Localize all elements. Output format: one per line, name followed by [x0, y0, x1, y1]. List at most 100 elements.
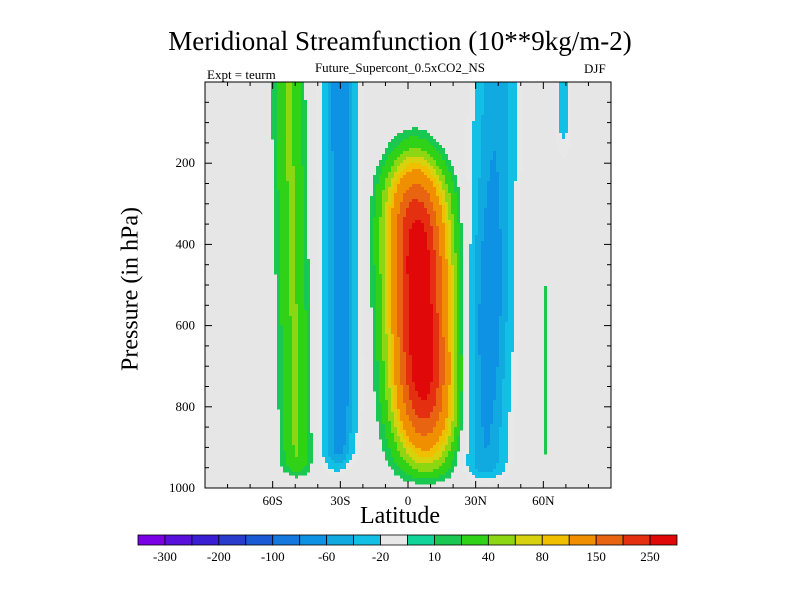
contour-fill: [358, 187, 361, 191]
contour-fill: [502, 382, 511, 386]
contour-fill: [382, 196, 388, 200]
contour-fill: [292, 133, 301, 137]
contour-fill: [334, 244, 349, 248]
contour-fill: [517, 112, 523, 116]
contour-fill: [517, 103, 523, 107]
contour-fill: [295, 241, 304, 245]
contour-fill: [307, 463, 310, 467]
contour-fill: [307, 412, 310, 416]
contour-fill: [460, 229, 463, 233]
contour-fill: [454, 292, 457, 296]
contour-fill: [478, 196, 487, 200]
contour-fill: [559, 130, 568, 134]
contour-fill: [343, 460, 349, 464]
contour-fill: [559, 85, 568, 89]
contour-fill: [442, 400, 448, 404]
contour-fill: [514, 193, 520, 197]
contour-fill: [376, 304, 382, 308]
contour-fill: [388, 217, 391, 221]
contour-fill: [406, 451, 415, 455]
contour-fill: [289, 247, 295, 251]
contour-fill: [373, 319, 376, 323]
contour-fill: [274, 217, 280, 221]
contour-fill: [451, 430, 454, 434]
contour-fill: [307, 358, 310, 362]
contour-fill: [451, 460, 457, 464]
contour-fill: [469, 412, 475, 416]
contour-fill: [319, 442, 322, 446]
contour-fill: [352, 298, 358, 302]
contour-fill: [469, 268, 475, 272]
contour-fill: [307, 451, 313, 455]
contour-fill: [508, 220, 514, 224]
contour-fill: [277, 286, 280, 290]
contour-fill: [304, 250, 307, 254]
contour-fill: [505, 340, 514, 344]
contour-fill: [418, 136, 433, 140]
contour-fill: [484, 109, 508, 113]
contour-fill: [277, 139, 286, 143]
contour-fill: [328, 451, 334, 455]
contour-fill: [430, 214, 436, 218]
contour-fill: [445, 163, 451, 167]
contour-fill: [334, 373, 349, 377]
contour-fill: [400, 337, 403, 341]
contour-fill: [349, 361, 352, 365]
contour-fill: [397, 397, 403, 401]
contour-fill: [385, 151, 391, 155]
contour-fill: [394, 418, 397, 422]
contour-fill: [502, 397, 511, 401]
contour-fill: [355, 439, 361, 443]
contour-fill: [469, 382, 475, 386]
contour-fill: [472, 166, 481, 170]
contour-fill: [358, 151, 364, 155]
contour-fill: [499, 175, 508, 179]
contour-fill: [469, 313, 475, 317]
contour-fill: [349, 403, 352, 407]
contour-fill: [328, 142, 331, 146]
contour-fill: [274, 205, 280, 209]
contour-fill: [397, 442, 403, 446]
contour-fill: [403, 316, 409, 320]
contour-fill: [328, 238, 334, 242]
contour-fill: [277, 184, 289, 188]
contour-fill: [373, 337, 376, 341]
contour-fill: [388, 214, 391, 218]
contour-fill: [508, 262, 514, 266]
contour-fill: [349, 394, 352, 398]
contour-fill: [274, 232, 280, 236]
contour-fill: [397, 433, 403, 437]
contour-fill: [349, 370, 352, 374]
contour-fill: [319, 331, 322, 335]
contour-fill: [280, 202, 289, 206]
contour-fill: [514, 337, 520, 341]
contour-fill: [322, 400, 328, 404]
contour-fill: [469, 220, 472, 224]
contour-fill: [499, 349, 505, 353]
contour-fill: [403, 271, 406, 275]
contour-fill: [280, 322, 292, 326]
contour-fill: [322, 217, 328, 221]
contour-fill: [352, 253, 358, 257]
contour-fill: [397, 157, 406, 161]
contour-fill: [352, 271, 358, 275]
contour-fill: [472, 211, 478, 215]
contour-fill: [499, 178, 508, 182]
contour-fill: [508, 181, 514, 185]
contour-fill: [433, 313, 439, 317]
contour-fill: [334, 397, 349, 401]
contour-fill: [559, 124, 568, 128]
contour-fill: [277, 385, 283, 389]
contour-fill: [304, 172, 307, 176]
contour-fill: [352, 145, 358, 149]
contour-fill: [445, 340, 448, 344]
contour-fill: [385, 301, 388, 305]
contour-fill: [439, 457, 445, 461]
contour-fill: [448, 325, 451, 329]
contour-fill: [334, 334, 349, 338]
contour-fill: [406, 361, 412, 365]
contour-fill: [319, 286, 322, 290]
contour-fill: [403, 199, 412, 203]
contour-fill: [370, 298, 376, 302]
contour-fill: [478, 304, 502, 308]
